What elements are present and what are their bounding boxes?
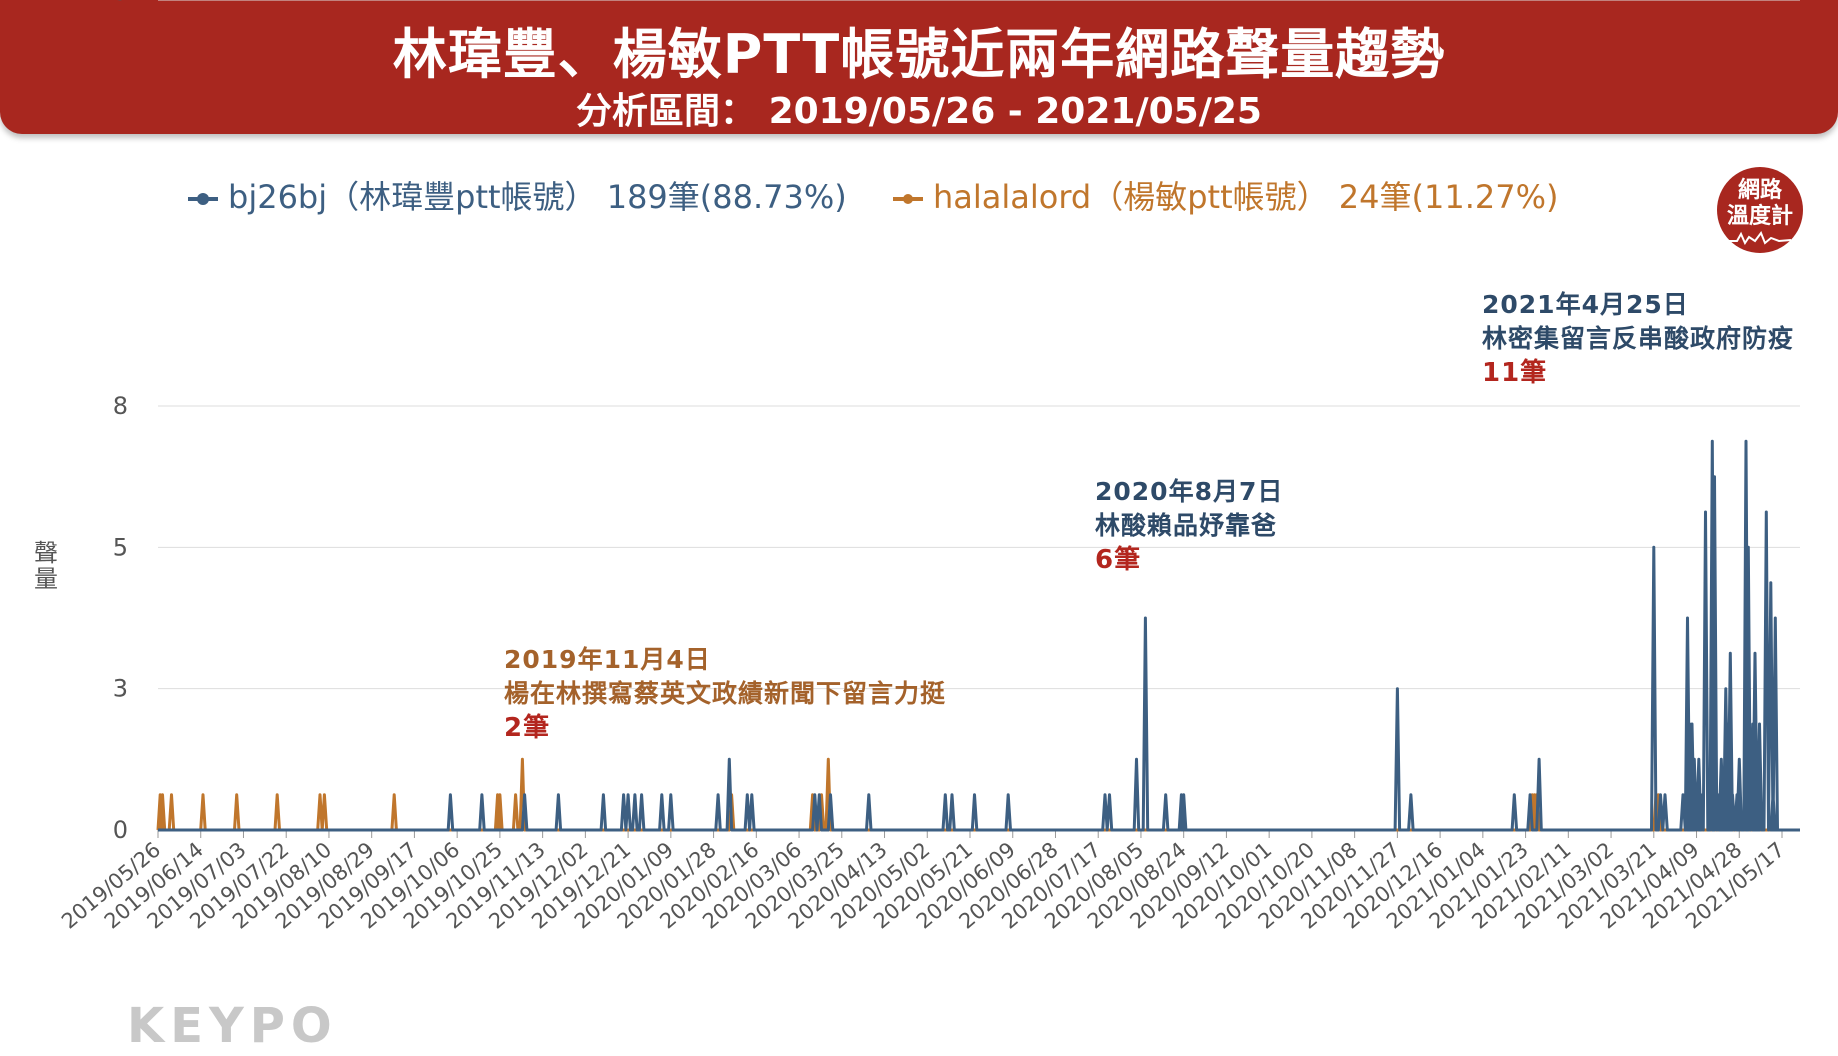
logo-line2: 溫度計 [1726, 204, 1793, 229]
legend: bj26bj（林瑋豐ptt帳號） 189筆(88.73%) halalalord… [186, 172, 1593, 218]
annotation-2021-04-25: 2021年4月25日 林密集留言反串酸政府防疫 11筆 [1482, 288, 1794, 390]
annotation-2020-08-07: 2020年8月7日 林酸賴品妤靠爸 6筆 [1095, 475, 1283, 577]
annotation-date: 2019年11月4日 [504, 645, 711, 674]
annotation-text: 林密集留言反串酸政府防疫 [1482, 324, 1795, 353]
annotation-text: 楊在林撰寫蔡英文政績新聞下留言力挺 [504, 679, 947, 708]
y-tick-label: 3 [113, 675, 128, 703]
logo-line1: 網路 [1737, 178, 1782, 203]
legend-label-halalalord: halalalord（楊敏ptt帳號） 24筆(11.27%) [932, 178, 1559, 216]
y-tick-label: 0 [113, 816, 128, 844]
series-line-bj26bj [158, 439, 1800, 832]
annotation-2019-11-04: 2019年11月4日 楊在林撰寫蔡英文政績新聞下留言力挺 2筆 [504, 643, 946, 745]
chart-title: 林瑋豐、楊敏PTT帳號近兩年網路聲量趨勢 [392, 23, 1446, 86]
annotation-count: 6筆 [1095, 545, 1142, 575]
title-banner: 林瑋豐、楊敏PTT帳號近兩年網路聲量趨勢 分析區間： 2019/05/26 - … [0, 0, 1838, 134]
annotation-count: 11筆 [1482, 358, 1548, 388]
legend-label-bj26bj: bj26bj（林瑋豐ptt帳號） 189筆(88.73%) [228, 178, 847, 216]
legend-marker-bj26bj [188, 193, 218, 205]
y-tick-label: 10 [97, 0, 128, 6]
y-axis-label: 聲量 [34, 539, 58, 593]
annotation-text: 林酸賴品妤靠爸 [1095, 511, 1278, 540]
y-tick-label: 5 [113, 533, 128, 561]
pulse-icon [1729, 231, 1791, 245]
y-tick-label: 13 [97, 0, 128, 6]
annotation-date: 2020年8月7日 [1095, 477, 1284, 506]
logo-badge: 網路 溫度計 [1717, 167, 1803, 253]
series-line-halalalord [156, 757, 1800, 832]
y-tick-label: 8 [113, 392, 128, 420]
annotation-date: 2021年4月25日 [1482, 290, 1689, 319]
legend-marker-halalalord [892, 194, 923, 204]
legend-item-bj26bj[interactable]: bj26bj（林瑋豐ptt帳號） 189筆(88.73%) [186, 172, 847, 218]
annotation-count: 2筆 [504, 713, 551, 743]
legend-item-halalalord[interactable]: halalalord（楊敏ptt帳號） 24筆(11.27%) [891, 172, 1559, 218]
chart-subtitle: 分析區間： 2019/05/26 - 2021/05/25 [576, 91, 1262, 132]
keypo-logo: KEYPO [127, 998, 338, 1054]
